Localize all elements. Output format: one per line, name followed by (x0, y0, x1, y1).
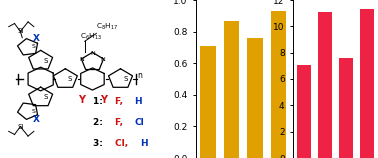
Text: Cl,: Cl, (115, 139, 132, 148)
Text: N: N (90, 51, 95, 56)
Text: F,: F, (115, 97, 126, 106)
Text: Cl: Cl (135, 118, 144, 127)
Text: S: S (68, 76, 72, 82)
Text: S: S (43, 94, 48, 100)
Text: N: N (79, 57, 84, 62)
Text: S: S (32, 44, 36, 49)
Text: C$_6$H$_{13}$: C$_6$H$_{13}$ (81, 31, 102, 42)
Text: C$_8$H$_{17}$: C$_8$H$_{17}$ (96, 22, 118, 32)
Text: S: S (32, 109, 36, 114)
Bar (248, 38, 263, 158)
Text: H: H (140, 139, 148, 148)
Text: X: X (33, 34, 40, 43)
Text: S: S (43, 58, 48, 64)
Text: F,: F, (115, 118, 126, 127)
Text: Si: Si (17, 28, 23, 34)
Text: N: N (101, 57, 105, 62)
Text: H: H (135, 97, 142, 106)
Bar (271, 11, 286, 158)
Text: S: S (124, 76, 128, 82)
Text: 3:: 3: (93, 139, 106, 148)
Bar (339, 58, 353, 158)
Text: Y: Y (99, 94, 107, 105)
Bar (224, 21, 239, 158)
Text: 2:: 2: (93, 118, 106, 127)
Text: X: X (33, 115, 40, 124)
Text: n: n (138, 71, 142, 79)
Text: Y: Y (78, 94, 85, 105)
Bar (297, 64, 311, 158)
Text: 1:: 1: (93, 97, 106, 106)
Bar (360, 9, 374, 158)
Bar (200, 46, 216, 158)
Bar (318, 12, 332, 158)
Text: Si: Si (17, 124, 23, 130)
